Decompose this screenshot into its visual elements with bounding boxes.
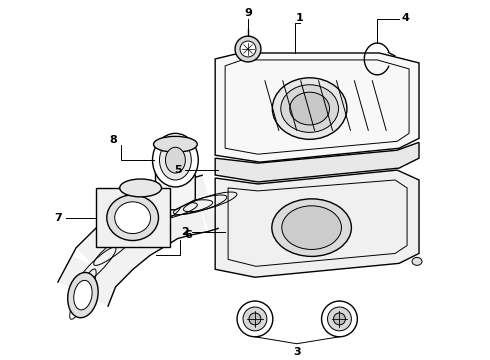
Circle shape xyxy=(321,301,357,337)
Ellipse shape xyxy=(120,179,162,197)
Text: 4: 4 xyxy=(401,13,409,23)
Text: 7: 7 xyxy=(54,213,62,223)
Ellipse shape xyxy=(107,195,158,240)
Polygon shape xyxy=(155,170,196,210)
Text: 8: 8 xyxy=(110,135,118,145)
Polygon shape xyxy=(122,196,170,256)
Circle shape xyxy=(249,313,261,325)
Text: 6: 6 xyxy=(184,230,192,239)
Polygon shape xyxy=(96,188,171,247)
Polygon shape xyxy=(215,53,419,162)
Polygon shape xyxy=(163,181,193,239)
Polygon shape xyxy=(192,175,218,231)
Polygon shape xyxy=(58,255,121,306)
Ellipse shape xyxy=(290,92,329,125)
Circle shape xyxy=(243,307,267,331)
Ellipse shape xyxy=(115,202,150,234)
Ellipse shape xyxy=(272,199,351,256)
Polygon shape xyxy=(143,187,184,244)
Ellipse shape xyxy=(281,85,339,132)
Ellipse shape xyxy=(272,78,347,139)
Text: 5: 5 xyxy=(174,165,182,175)
Ellipse shape xyxy=(159,140,191,180)
Circle shape xyxy=(327,307,351,331)
Polygon shape xyxy=(215,142,419,182)
Text: 9: 9 xyxy=(244,8,252,18)
Circle shape xyxy=(235,36,261,62)
Ellipse shape xyxy=(282,206,342,249)
Circle shape xyxy=(240,41,256,57)
Polygon shape xyxy=(98,210,153,269)
Ellipse shape xyxy=(68,273,98,318)
Polygon shape xyxy=(180,177,206,235)
Ellipse shape xyxy=(412,257,422,265)
Circle shape xyxy=(237,301,273,337)
Ellipse shape xyxy=(166,147,185,173)
Ellipse shape xyxy=(153,136,197,152)
Ellipse shape xyxy=(74,280,92,310)
Text: 3: 3 xyxy=(293,347,300,357)
Polygon shape xyxy=(215,170,419,277)
Polygon shape xyxy=(76,228,135,287)
Text: 1: 1 xyxy=(296,13,304,23)
Ellipse shape xyxy=(152,133,198,187)
Circle shape xyxy=(334,313,345,325)
Text: 2: 2 xyxy=(181,226,189,237)
